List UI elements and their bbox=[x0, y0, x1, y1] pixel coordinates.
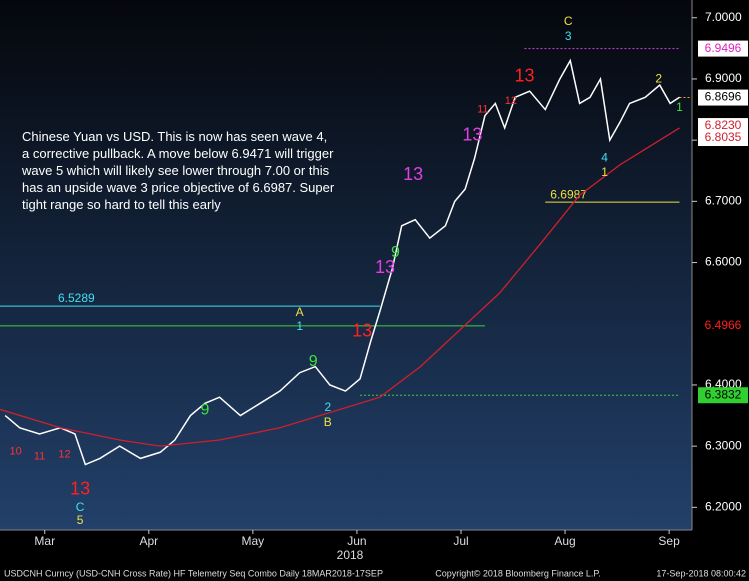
price-tag bbox=[698, 130, 748, 147]
x-tick-label: Jun bbox=[347, 534, 366, 548]
sequence-label: 13 bbox=[375, 257, 395, 277]
price-tag bbox=[698, 89, 748, 106]
price-tag bbox=[698, 387, 748, 404]
sequence-label: C bbox=[564, 14, 573, 28]
footer-mid: Copyright© 2018 Bloomberg Finance L.P. bbox=[435, 568, 601, 578]
sequence-label: 13 bbox=[70, 478, 90, 498]
x-tick-label: Jul bbox=[453, 534, 468, 548]
sequence-label: A bbox=[296, 305, 304, 319]
x-tick-label: Mar bbox=[34, 534, 55, 548]
sequence-label: 13 bbox=[352, 320, 372, 340]
sequence-label: 11 bbox=[477, 103, 488, 115]
price-tag bbox=[698, 40, 748, 57]
x-tick-label: Aug bbox=[554, 534, 575, 548]
y-tick-label: 6.3000 bbox=[705, 438, 742, 452]
ma-line bbox=[0, 127, 680, 447]
x-year-label: 2018 bbox=[337, 548, 364, 562]
sequence-label: C bbox=[76, 500, 85, 514]
x-tick-label: Apr bbox=[139, 534, 158, 548]
price-tag bbox=[698, 317, 748, 334]
price-line bbox=[4, 58, 680, 466]
sequence-label: 12 bbox=[58, 449, 70, 461]
y-tick-label: 7.0000 bbox=[705, 10, 742, 24]
sequence-label: 5 bbox=[77, 513, 84, 527]
price-tag-label: 6.8035 bbox=[705, 130, 742, 144]
sequence-label: 1 bbox=[601, 165, 608, 179]
sequence-label: 13 bbox=[462, 125, 482, 145]
sequence-label: 2 bbox=[324, 400, 331, 414]
price-tag-label: 6.4966 bbox=[705, 318, 742, 332]
footer-right: 17-Sep-2018 08:00:42 bbox=[656, 568, 746, 578]
sequence-label: 9 bbox=[201, 401, 210, 418]
plot-background bbox=[0, 0, 692, 530]
sequence-label: 3 bbox=[565, 29, 572, 43]
x-tick-label: May bbox=[242, 534, 265, 548]
price-tag-label: 6.8230 bbox=[705, 118, 742, 132]
sequence-label: B bbox=[324, 415, 332, 429]
y-tick-label: 6.2000 bbox=[705, 500, 742, 514]
sequence-label: 10 bbox=[9, 446, 21, 458]
sequence-label: 11 bbox=[34, 450, 45, 462]
level-label: 6.5289 bbox=[58, 291, 95, 305]
footer-left: USDCNH Curncy (USD-CNH Cross Rate) HF Te… bbox=[4, 568, 383, 578]
y-tick-label: 6.7000 bbox=[705, 194, 742, 208]
sequence-label: 13 bbox=[514, 65, 534, 85]
x-tick-label: Sep bbox=[658, 534, 680, 548]
sequence-label: 9 bbox=[309, 353, 318, 370]
y-tick-label: 6.9000 bbox=[705, 71, 742, 85]
price-tag-label: 6.9496 bbox=[705, 41, 742, 55]
sequence-label: 13 bbox=[403, 164, 423, 184]
sequence-label: 4 bbox=[601, 151, 608, 165]
sequence-label: 1 bbox=[676, 100, 683, 114]
price-tag-label: 6.8696 bbox=[705, 90, 742, 104]
sequence-label: 2 bbox=[655, 72, 662, 86]
y-tick-label: 6.6000 bbox=[705, 255, 742, 269]
sequence-label: 9 bbox=[391, 244, 400, 261]
sequence-label: 12 bbox=[505, 95, 517, 107]
sequence-label: 1 bbox=[296, 319, 303, 333]
annotation-note: Chinese Yuan vs USD. This is now has see… bbox=[22, 129, 335, 212]
price-tag-label: 6.3832 bbox=[705, 387, 742, 401]
